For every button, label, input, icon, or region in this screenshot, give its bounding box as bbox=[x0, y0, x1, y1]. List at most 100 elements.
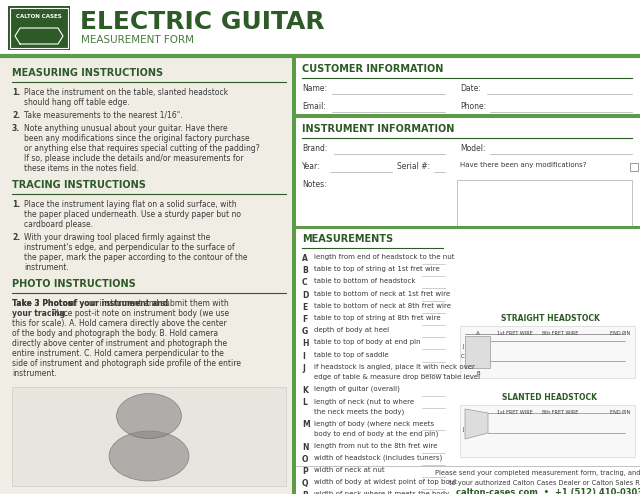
Text: C: C bbox=[461, 354, 465, 359]
Text: Take 3 Photos: Take 3 Photos bbox=[12, 299, 72, 308]
Ellipse shape bbox=[116, 394, 182, 439]
Text: cardboard please.: cardboard please. bbox=[24, 220, 93, 229]
Bar bbox=[296, 226, 640, 229]
Text: 8th FRET WIRE: 8th FRET WIRE bbox=[542, 331, 578, 336]
Text: F: F bbox=[302, 315, 307, 324]
Text: side of instrument and photograph side profile of the entire: side of instrument and photograph side p… bbox=[12, 359, 241, 368]
Text: Place post-it note on instrument body (we use: Place post-it note on instrument body (w… bbox=[52, 309, 229, 318]
Text: PHOTO INSTRUCTIONS: PHOTO INSTRUCTIONS bbox=[12, 279, 136, 289]
Text: E: E bbox=[302, 303, 307, 312]
Bar bbox=[457, 180, 632, 228]
Text: length of body (where neck meets: length of body (where neck meets bbox=[314, 420, 434, 427]
Text: H: H bbox=[302, 339, 308, 348]
Text: table to top of string at 8th fret wire: table to top of string at 8th fret wire bbox=[314, 315, 440, 321]
Text: If so, please include the details and/or measurements for: If so, please include the details and/or… bbox=[24, 154, 243, 163]
Text: END PIN: END PIN bbox=[610, 331, 630, 336]
Text: the paper, mark the paper according to the contour of the: the paper, mark the paper according to t… bbox=[24, 253, 248, 262]
Text: Take measurements to the nearest 1/16".: Take measurements to the nearest 1/16". bbox=[24, 111, 182, 120]
Text: 3.: 3. bbox=[12, 124, 20, 133]
Text: of your instrument and: of your instrument and bbox=[68, 299, 168, 308]
Text: width of neck where it meets the body: width of neck where it meets the body bbox=[314, 492, 449, 494]
Text: Place the instrument laying flat on a solid surface, with: Place the instrument laying flat on a so… bbox=[24, 200, 237, 209]
Text: Serial #:: Serial #: bbox=[397, 162, 430, 171]
Text: Q: Q bbox=[302, 479, 308, 488]
Text: the neck meets the body): the neck meets the body) bbox=[314, 408, 404, 414]
Text: length from nut to the 8th fret wire: length from nut to the 8th fret wire bbox=[314, 443, 437, 449]
Text: Note anything unusual about your guitar. Have there: Note anything unusual about your guitar.… bbox=[24, 124, 228, 133]
Bar bbox=[8, 6, 70, 50]
Text: edge of table & measure drop below table level: edge of table & measure drop below table… bbox=[314, 374, 480, 380]
Bar bbox=[296, 114, 640, 118]
Text: Notes:: Notes: bbox=[302, 180, 326, 189]
Text: SLANTED HEADSTOCK: SLANTED HEADSTOCK bbox=[502, 393, 598, 402]
Text: A: A bbox=[476, 331, 480, 336]
Text: of your instrument and submit them with: of your instrument and submit them with bbox=[70, 299, 228, 308]
Bar bbox=[460, 405, 635, 457]
Text: N: N bbox=[302, 443, 308, 452]
Text: been any modifications since the original factory purchase: been any modifications since the origina… bbox=[24, 134, 250, 143]
Bar bbox=[0, 0, 640, 56]
Text: table to top of saddle: table to top of saddle bbox=[314, 352, 388, 358]
Bar bbox=[0, 0, 294, 494]
Bar bbox=[10, 8, 68, 48]
Text: these items in the notes field.: these items in the notes field. bbox=[24, 164, 139, 173]
Text: width of neck at nut: width of neck at nut bbox=[314, 467, 385, 473]
Text: J: J bbox=[462, 344, 464, 349]
Text: A: A bbox=[302, 254, 308, 263]
Text: Phone:: Phone: bbox=[460, 102, 486, 111]
Text: entire instrument. C. Hold camera perpendicular to the: entire instrument. C. Hold camera perpen… bbox=[12, 349, 224, 358]
Text: TRACING INSTRUCTIONS: TRACING INSTRUCTIONS bbox=[12, 180, 146, 190]
Text: CALTON CASES: CALTON CASES bbox=[16, 14, 62, 19]
Text: table to top of body at end pin: table to top of body at end pin bbox=[314, 339, 420, 345]
Text: Year:: Year: bbox=[302, 162, 321, 171]
Bar bbox=[630, 163, 638, 171]
Text: Brand:: Brand: bbox=[302, 144, 328, 153]
Text: K: K bbox=[302, 386, 308, 395]
Text: Date:: Date: bbox=[460, 84, 481, 93]
Text: MEASURING INSTRUCTIONS: MEASURING INSTRUCTIONS bbox=[12, 68, 163, 78]
Polygon shape bbox=[465, 409, 488, 439]
Text: C: C bbox=[302, 279, 308, 288]
Text: should hang off table edge.: should hang off table edge. bbox=[24, 98, 129, 107]
Text: CUSTOMER INFORMATION: CUSTOMER INFORMATION bbox=[302, 64, 444, 74]
Text: 8th FRET WIRE: 8th FRET WIRE bbox=[542, 410, 578, 415]
Text: 1st FRET WIRE: 1st FRET WIRE bbox=[497, 331, 533, 336]
Text: MEASUREMENTS: MEASUREMENTS bbox=[302, 234, 393, 244]
Text: INSTRUMENT INFORMATION: INSTRUMENT INFORMATION bbox=[302, 124, 454, 134]
Text: depth of body at heel: depth of body at heel bbox=[314, 327, 389, 333]
Bar bbox=[12, 387, 286, 486]
Text: length of guitar (overall): length of guitar (overall) bbox=[314, 386, 400, 393]
Text: of the body and photograph the body. B. Hold camera: of the body and photograph the body. B. … bbox=[12, 329, 218, 338]
Text: L: L bbox=[302, 398, 307, 407]
Text: B: B bbox=[476, 371, 480, 376]
Text: width of body at widest point of top bout: width of body at widest point of top bou… bbox=[314, 479, 457, 485]
Text: your tracing.: your tracing. bbox=[12, 309, 68, 318]
Text: table to bottom of neck at 8th fret wire: table to bottom of neck at 8th fret wire bbox=[314, 303, 451, 309]
Text: instrument.: instrument. bbox=[24, 263, 68, 272]
Text: STRAIGHT HEADSTOCK: STRAIGHT HEADSTOCK bbox=[500, 314, 600, 323]
Text: Place the instrument on the table, slanted headstock: Place the instrument on the table, slant… bbox=[24, 88, 228, 97]
Text: table to top of string at 1st fret wire: table to top of string at 1st fret wire bbox=[314, 266, 440, 272]
Text: 1st FRET WIRE: 1st FRET WIRE bbox=[497, 410, 533, 415]
Text: G: G bbox=[302, 327, 308, 336]
Text: END PIN: END PIN bbox=[610, 410, 630, 415]
Text: table to bottom of neck at 1st fret wire: table to bottom of neck at 1st fret wire bbox=[314, 290, 450, 296]
Text: D: D bbox=[302, 290, 308, 299]
Text: Please send your completed measurement form, tracing, and photos: Please send your completed measurement f… bbox=[435, 470, 640, 476]
Text: instrument.: instrument. bbox=[12, 369, 57, 378]
Text: Take 3 Photos: Take 3 Photos bbox=[12, 299, 72, 308]
Text: ELECTRIC GUITAR: ELECTRIC GUITAR bbox=[80, 10, 324, 34]
Text: B: B bbox=[302, 266, 308, 275]
Text: table to bottom of headstock: table to bottom of headstock bbox=[314, 279, 415, 285]
Text: O: O bbox=[302, 455, 308, 464]
Text: this for scale). A. Hold camera directly above the center: this for scale). A. Hold camera directly… bbox=[12, 319, 227, 328]
Text: 2.: 2. bbox=[12, 233, 20, 242]
Text: instrument's edge, and perpendicular to the surface of: instrument's edge, and perpendicular to … bbox=[24, 243, 235, 252]
Text: 2.: 2. bbox=[12, 111, 20, 120]
Text: With your drawing tool placed firmly against the: With your drawing tool placed firmly aga… bbox=[24, 233, 211, 242]
Text: 1.: 1. bbox=[12, 200, 20, 209]
Text: 1.: 1. bbox=[12, 88, 20, 97]
Text: J: J bbox=[462, 427, 464, 432]
Ellipse shape bbox=[109, 431, 189, 481]
Text: width of headstock (includes tuners): width of headstock (includes tuners) bbox=[314, 455, 442, 461]
